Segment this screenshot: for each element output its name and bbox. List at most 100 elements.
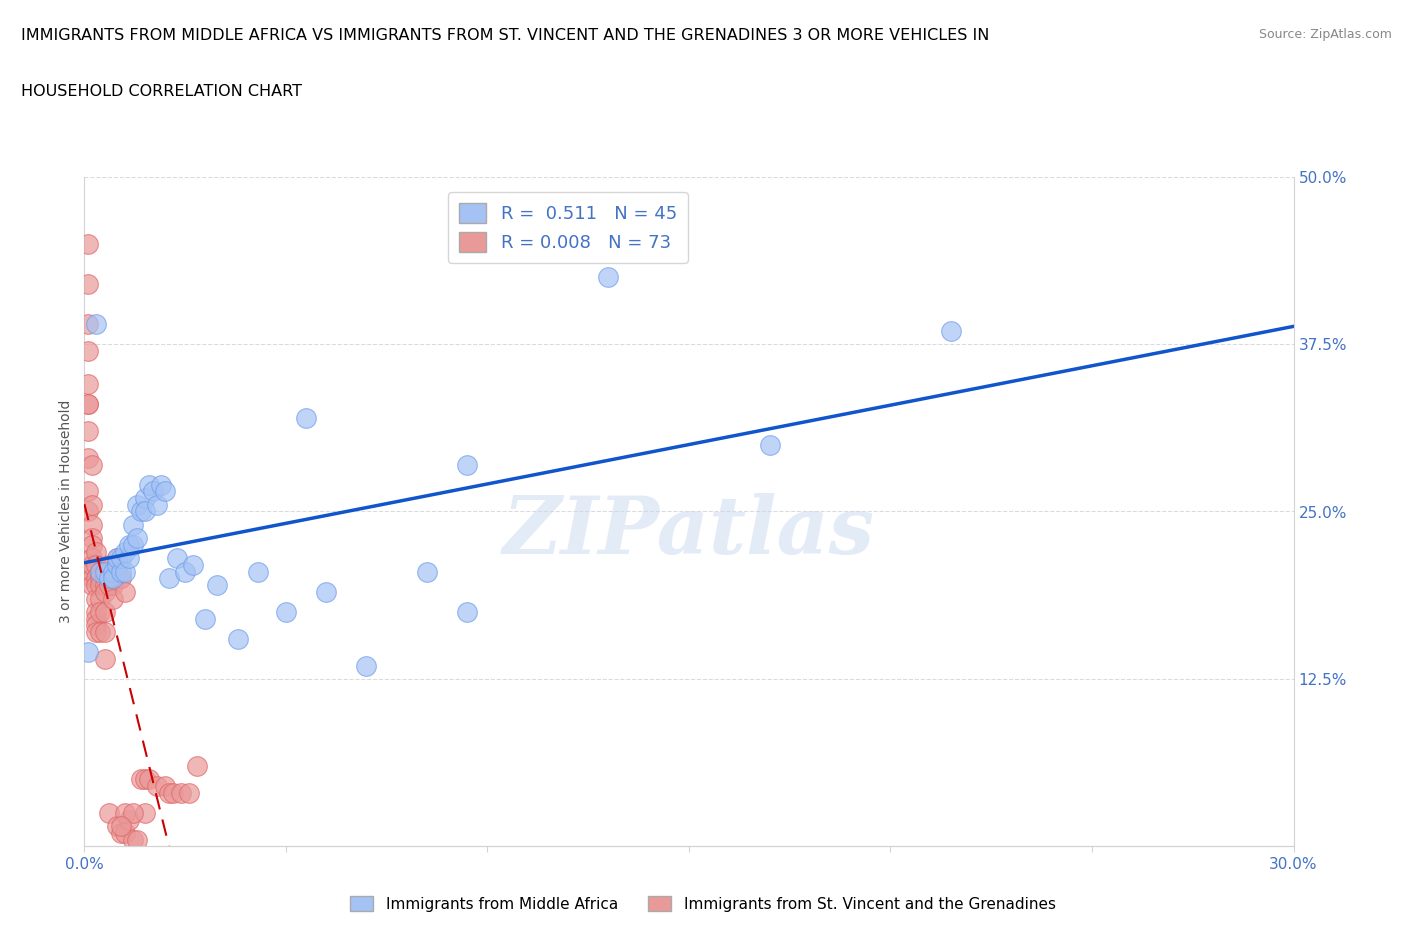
Point [758, 437, 780, 452]
Point [97, 578, 120, 592]
Point [114, 584, 136, 599]
Point [86, 611, 108, 626]
Point [101, 578, 124, 592]
Point [93, 651, 115, 666]
Point [114, 826, 136, 841]
Point [134, 491, 156, 506]
Point [170, 785, 193, 800]
Point [89, 604, 111, 619]
Point [598, 270, 620, 285]
Point [82, 531, 104, 546]
Point [101, 591, 124, 606]
Point [118, 551, 141, 565]
Point [186, 759, 208, 774]
Point [82, 565, 104, 579]
Point [110, 551, 132, 565]
Point [89, 565, 111, 579]
Point [105, 551, 128, 565]
Legend: Immigrants from Middle Africa, Immigrants from St. Vincent and the Grenadines: Immigrants from Middle Africa, Immigrant… [344, 889, 1062, 918]
Point [153, 778, 176, 793]
Point [121, 517, 143, 532]
Text: ZIPatlas: ZIPatlas [503, 493, 875, 570]
Point [97, 565, 120, 579]
Point [101, 571, 124, 586]
Point [97, 558, 120, 573]
Point [89, 571, 111, 586]
Point [89, 565, 111, 579]
Point [125, 832, 148, 847]
Text: HOUSEHOLD CORRELATION CHART: HOUSEHOLD CORRELATION CHART [21, 84, 302, 99]
Point [97, 571, 120, 586]
Point [315, 584, 337, 599]
Point [77, 343, 100, 358]
Point [125, 498, 148, 512]
Point [82, 498, 104, 512]
Point [77, 644, 100, 659]
Point [77, 424, 100, 439]
Point [939, 324, 962, 339]
Point [149, 477, 172, 492]
Point [86, 625, 108, 640]
Point [129, 772, 152, 787]
Point [97, 805, 120, 820]
Point [82, 571, 104, 586]
Point [146, 498, 169, 512]
Point [138, 477, 160, 492]
Point [86, 544, 108, 559]
Point [295, 410, 318, 425]
Point [82, 538, 104, 552]
Point [77, 484, 100, 498]
Point [174, 565, 197, 579]
Point [110, 565, 132, 579]
Point [93, 565, 115, 579]
Point [246, 565, 269, 579]
Point [157, 571, 180, 586]
Point [134, 805, 156, 820]
Y-axis label: 3 or more Vehicles in Household: 3 or more Vehicles in Household [59, 400, 73, 623]
Point [125, 531, 148, 546]
Point [134, 504, 156, 519]
Point [153, 484, 176, 498]
Point [274, 604, 297, 619]
Point [181, 558, 204, 573]
Point [89, 591, 111, 606]
Point [89, 578, 111, 592]
Point [105, 565, 128, 579]
Point [105, 558, 128, 573]
Point [101, 565, 124, 579]
Point [105, 551, 128, 565]
Point [93, 578, 115, 592]
Point [86, 604, 108, 619]
Point [142, 484, 165, 498]
Point [157, 785, 180, 800]
Point [77, 504, 100, 519]
Point [114, 805, 136, 820]
Point [179, 785, 201, 800]
Point [93, 625, 115, 640]
Text: Source: ZipAtlas.com: Source: ZipAtlas.com [1258, 28, 1392, 41]
Point [121, 832, 143, 847]
Point [146, 778, 169, 793]
Point [77, 276, 100, 291]
Point [226, 631, 249, 646]
Point [77, 397, 100, 412]
Point [105, 818, 128, 833]
Point [456, 458, 478, 472]
Point [114, 544, 136, 559]
Point [416, 565, 439, 579]
Point [121, 538, 143, 552]
Point [114, 565, 136, 579]
Point [89, 625, 111, 640]
Point [77, 316, 100, 331]
Point [86, 558, 108, 573]
Point [82, 458, 104, 472]
Point [86, 571, 108, 586]
Text: IMMIGRANTS FROM MIDDLE AFRICA VS IMMIGRANTS FROM ST. VINCENT AND THE GRENADINES : IMMIGRANTS FROM MIDDLE AFRICA VS IMMIGRA… [21, 28, 990, 43]
Point [110, 826, 132, 841]
Point [93, 584, 115, 599]
Point [93, 604, 115, 619]
Point [110, 818, 132, 833]
Point [82, 558, 104, 573]
Point [86, 591, 108, 606]
Point [86, 316, 108, 331]
